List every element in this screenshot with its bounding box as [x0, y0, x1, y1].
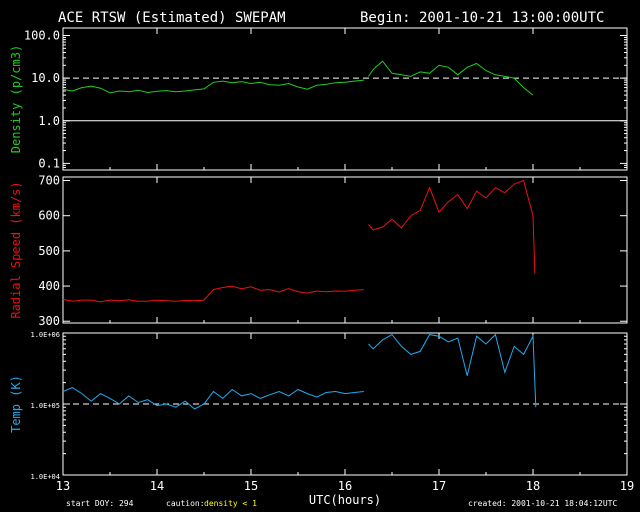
temp-series-line-2: [368, 333, 537, 408]
speed-series-line-1: [62, 285, 364, 303]
density-ytick-label: 0.1: [38, 156, 60, 170]
density-series-line-1: [62, 79, 364, 94]
x-tick-label: 15: [244, 479, 258, 493]
density-series-line-2: [368, 60, 534, 96]
x-tick-label: 14: [150, 479, 164, 493]
speed-ytick-label: 300: [38, 314, 60, 328]
temp-series-line-1: [62, 387, 364, 410]
x-tick-label: 19: [620, 479, 634, 493]
x-tick-label: 13: [56, 479, 70, 493]
start-doy: start DOY: 294: [66, 499, 134, 508]
speed-series-line-2: [368, 179, 536, 274]
speed-ytick-label: 500: [38, 244, 60, 258]
temp-ytick-label: 1.0E+06: [30, 331, 60, 339]
created-timestamp: created: 2001-10-21 18:04:12UTC: [468, 499, 617, 508]
speed-ytick-label: 700: [38, 174, 60, 188]
temp-ytick-label: 1.0E+04: [30, 473, 60, 481]
speed-ytick-label: 400: [38, 279, 60, 293]
x-axis-label: UTC(hours): [309, 493, 381, 507]
caution-label: caution:: [166, 499, 205, 508]
x-tick-label: 17: [432, 479, 446, 493]
speed-ylabel: Radial Speed (km/s): [9, 181, 23, 318]
chart-title-left: ACE RTSW (Estimated) SWEPAM: [58, 10, 286, 26]
density-ytick-label: 10.0: [31, 71, 60, 85]
temp-ytick-label: 1.0E+05: [30, 402, 60, 410]
x-tick-label: 16: [338, 479, 352, 493]
x-tick-label: 18: [526, 479, 540, 493]
temp-ylabel: Temp (K): [9, 375, 23, 433]
density-ytick-label: 1.0: [38, 114, 60, 128]
speed-ytick-label: 600: [38, 209, 60, 223]
caution-value: density < 1: [204, 499, 257, 508]
density-ylabel: Density (p/cm3): [9, 45, 23, 153]
density-ytick-label: 100.0: [24, 29, 60, 43]
chart-title-right: Begin: 2001-10-21 13:00:00UTC: [360, 10, 604, 26]
